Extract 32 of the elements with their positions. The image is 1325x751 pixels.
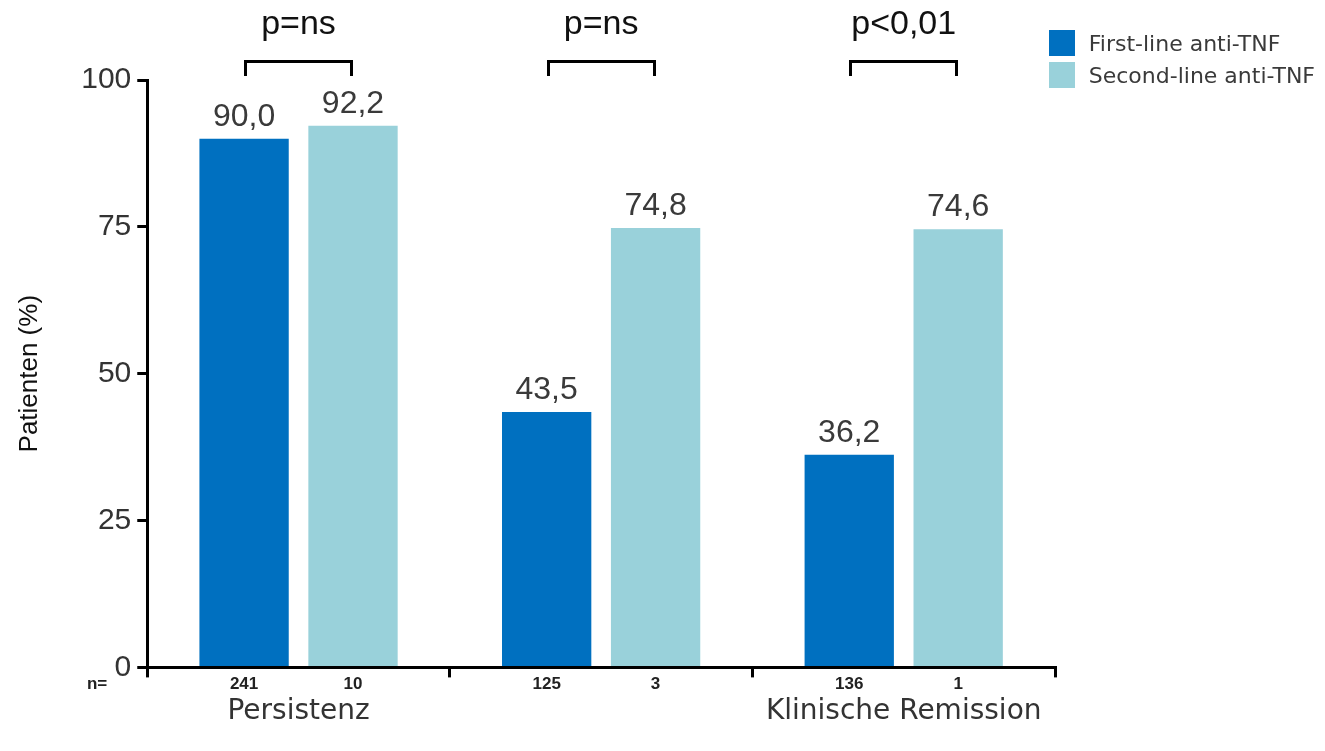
data-label: 74,8	[624, 185, 687, 222]
y-tick-label: 50	[97, 354, 132, 388]
text: 241	[229, 673, 259, 693]
legend-label: First-line anti-TNF	[1088, 30, 1281, 56]
text: p=ns	[261, 3, 336, 42]
y-tick-label: 100	[81, 61, 132, 95]
data-label: 36,2	[818, 412, 881, 449]
text: 125	[532, 673, 561, 693]
y-tick-label: 0	[114, 648, 132, 682]
x-tick-label: Klinische Remission	[765, 693, 1042, 727]
text: p=ns	[563, 3, 639, 42]
bar	[502, 411, 592, 666]
text: 1	[953, 673, 963, 693]
text: n=	[86, 673, 108, 693]
bar	[610, 228, 701, 666]
y-tick-label: 25	[97, 501, 132, 535]
data-label: 43,5	[515, 369, 578, 406]
y-axis-title: Patienten (%)	[12, 294, 43, 453]
data-label: 92,2	[321, 83, 385, 120]
text: p<0,01	[851, 3, 957, 42]
data-label: 90,0	[212, 96, 276, 133]
text: 3	[650, 673, 661, 693]
legend-label: Second-line anti-TNF	[1088, 62, 1315, 88]
bar	[913, 229, 1003, 666]
bar	[804, 454, 894, 666]
data-label: 74,6	[927, 187, 990, 224]
text: 136	[835, 673, 864, 693]
bar	[199, 138, 289, 666]
x-tick-label: Persistenz	[227, 693, 370, 727]
y-tick-label: 75	[97, 208, 132, 242]
text: 10	[343, 673, 363, 693]
bar	[308, 125, 398, 666]
